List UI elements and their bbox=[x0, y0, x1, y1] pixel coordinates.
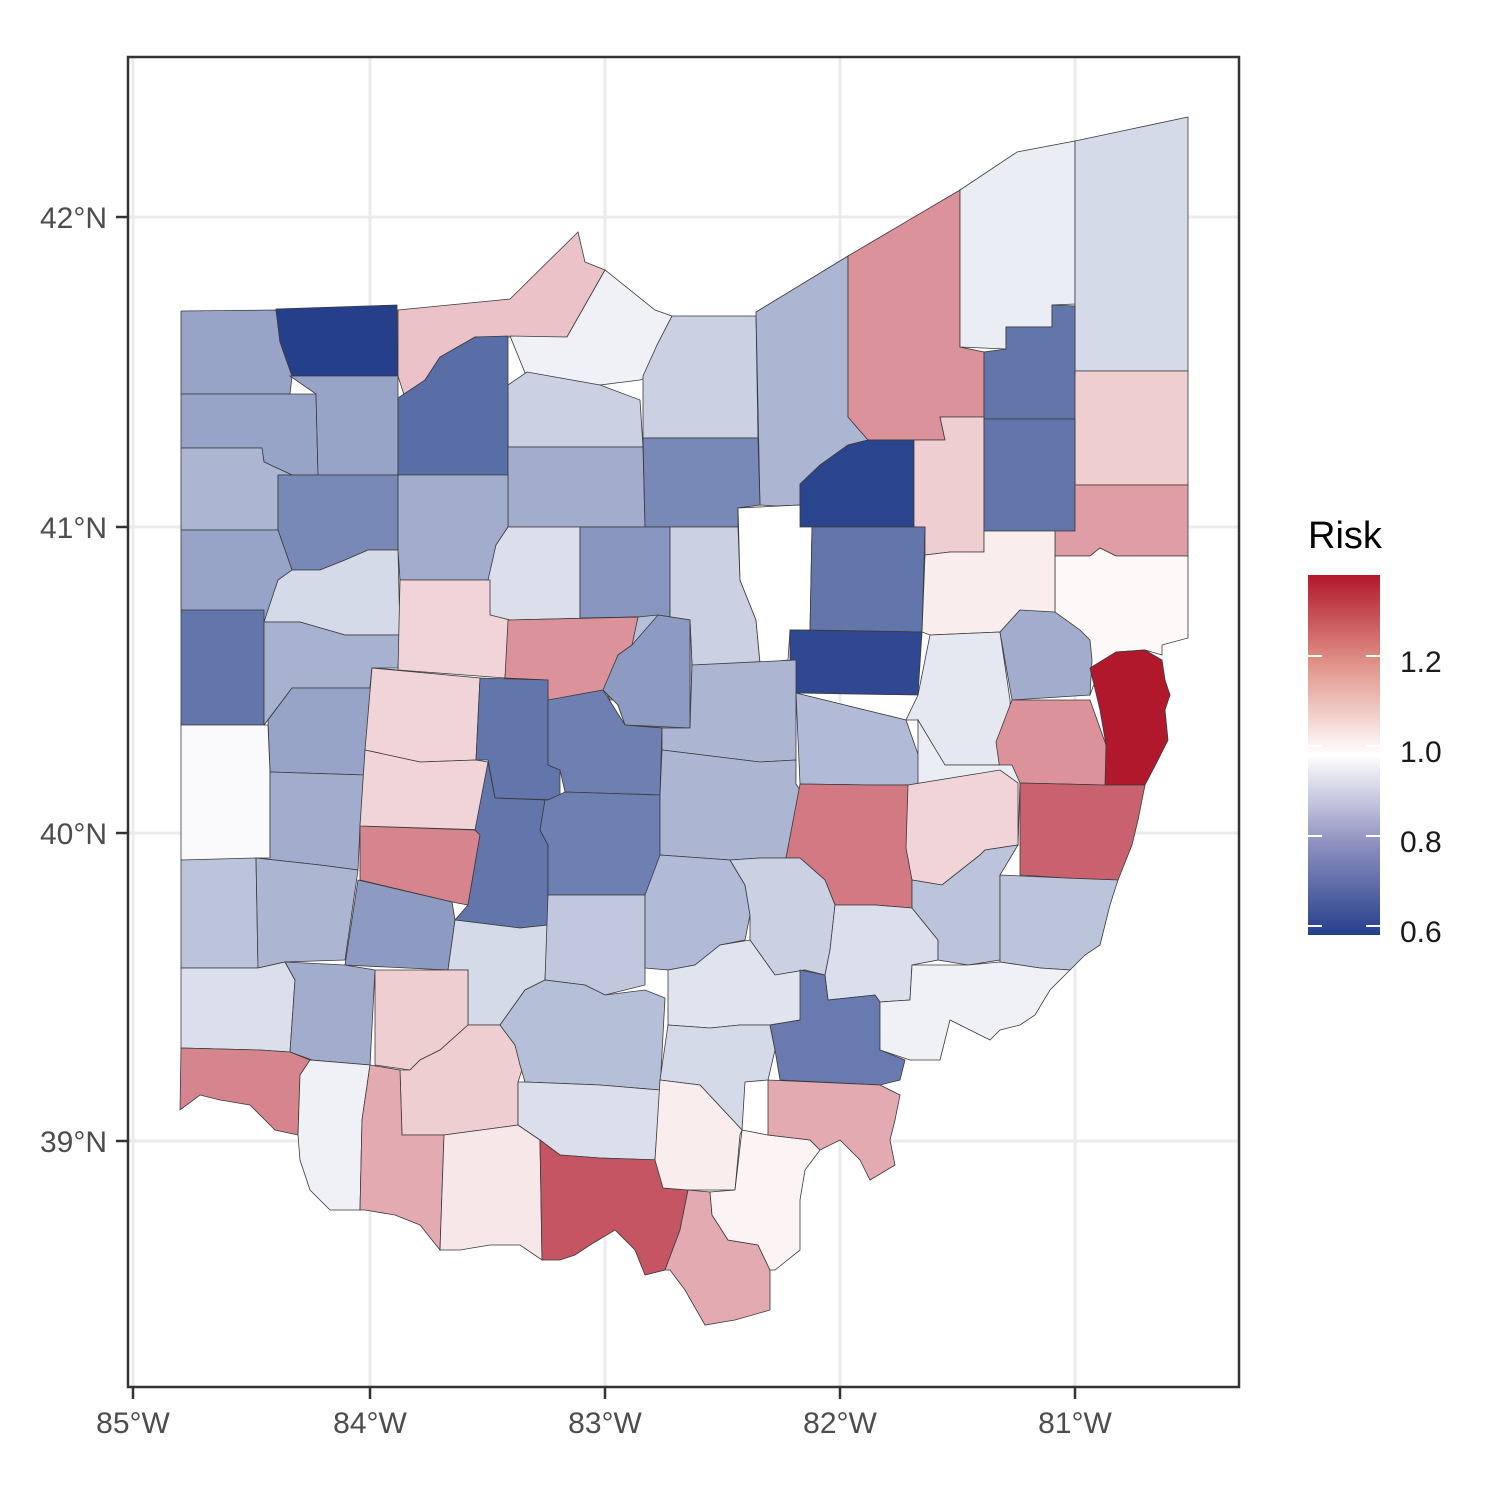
county-adams[interactable] bbox=[439, 1124, 543, 1261]
county-meigs[interactable] bbox=[767, 1079, 901, 1181]
county-butler[interactable] bbox=[180, 961, 296, 1053]
legend: Risk 1.2 1.0 0.8 0.6 bbox=[1308, 515, 1442, 949]
county-belmont[interactable] bbox=[1019, 782, 1146, 881]
county-knox[interactable] bbox=[789, 629, 923, 696]
county-miami[interactable] bbox=[255, 771, 366, 871]
county-scioto[interactable] bbox=[539, 1139, 689, 1276]
x-tick-label-84: 84°W bbox=[333, 1407, 407, 1440]
plot-panel-border bbox=[126, 55, 1241, 1389]
x-tick-label-83: 83°W bbox=[568, 1407, 642, 1440]
county-carroll[interactable] bbox=[999, 609, 1093, 701]
county-washington[interactable] bbox=[879, 961, 1071, 1061]
county-clermont[interactable] bbox=[297, 1059, 371, 1211]
county-wyandot[interactable] bbox=[487, 526, 581, 621]
county-hamilton[interactable] bbox=[179, 1047, 311, 1136]
county-mahoning[interactable] bbox=[1054, 484, 1189, 557]
legend-label-0.6: 0.6 bbox=[1400, 916, 1442, 949]
x-tick-label-81: 81°W bbox=[1038, 1407, 1112, 1440]
county-ross[interactable] bbox=[499, 979, 666, 1091]
county-montgomery[interactable] bbox=[255, 857, 359, 969]
x-tick-label-82: 82°W bbox=[803, 1407, 877, 1440]
county-logan[interactable] bbox=[364, 667, 481, 763]
county-mercer[interactable] bbox=[180, 609, 265, 726]
county-crawford[interactable] bbox=[579, 526, 671, 621]
county-preble[interactable] bbox=[180, 857, 259, 969]
legend-label-1.0: 1.0 bbox=[1400, 736, 1442, 769]
county-darke[interactable] bbox=[180, 724, 271, 861]
county-brown[interactable] bbox=[359, 1064, 445, 1252]
county-ashtabula[interactable] bbox=[1074, 116, 1189, 372]
county-warren[interactable] bbox=[284, 961, 376, 1066]
y-tick-label-40: 40°N bbox=[40, 818, 107, 851]
axis-ticks bbox=[116, 215, 1077, 1399]
county-pickaway[interactable] bbox=[544, 894, 646, 996]
y-tick-label-42: 42°N bbox=[40, 202, 107, 235]
legend-ticks bbox=[1308, 655, 1380, 927]
county-logan2[interactable] bbox=[359, 749, 489, 831]
county-seneca[interactable] bbox=[507, 446, 646, 528]
county-trumbull[interactable] bbox=[1074, 370, 1189, 486]
county-portage[interactable] bbox=[983, 418, 1076, 532]
county-franklin[interactable] bbox=[539, 791, 661, 896]
counties bbox=[179, 116, 1189, 1326]
legend-colorbar bbox=[1308, 575, 1380, 935]
legend-title: Risk bbox=[1308, 515, 1383, 557]
county-fulton[interactable] bbox=[275, 304, 399, 377]
county-williams[interactable] bbox=[180, 309, 293, 395]
y-tick-label-39: 39°N bbox=[40, 1126, 107, 1159]
county-athens[interactable] bbox=[769, 969, 906, 1086]
legend-label-0.8: 0.8 bbox=[1400, 826, 1442, 859]
county-franklin2[interactable] bbox=[659, 749, 801, 861]
county-wayne[interactable] bbox=[809, 526, 926, 633]
legend-label-1.2: 1.2 bbox=[1400, 646, 1442, 679]
x-tick-label-85: 85°W bbox=[96, 1407, 170, 1440]
y-tick-label-41: 41°N bbox=[40, 512, 107, 545]
